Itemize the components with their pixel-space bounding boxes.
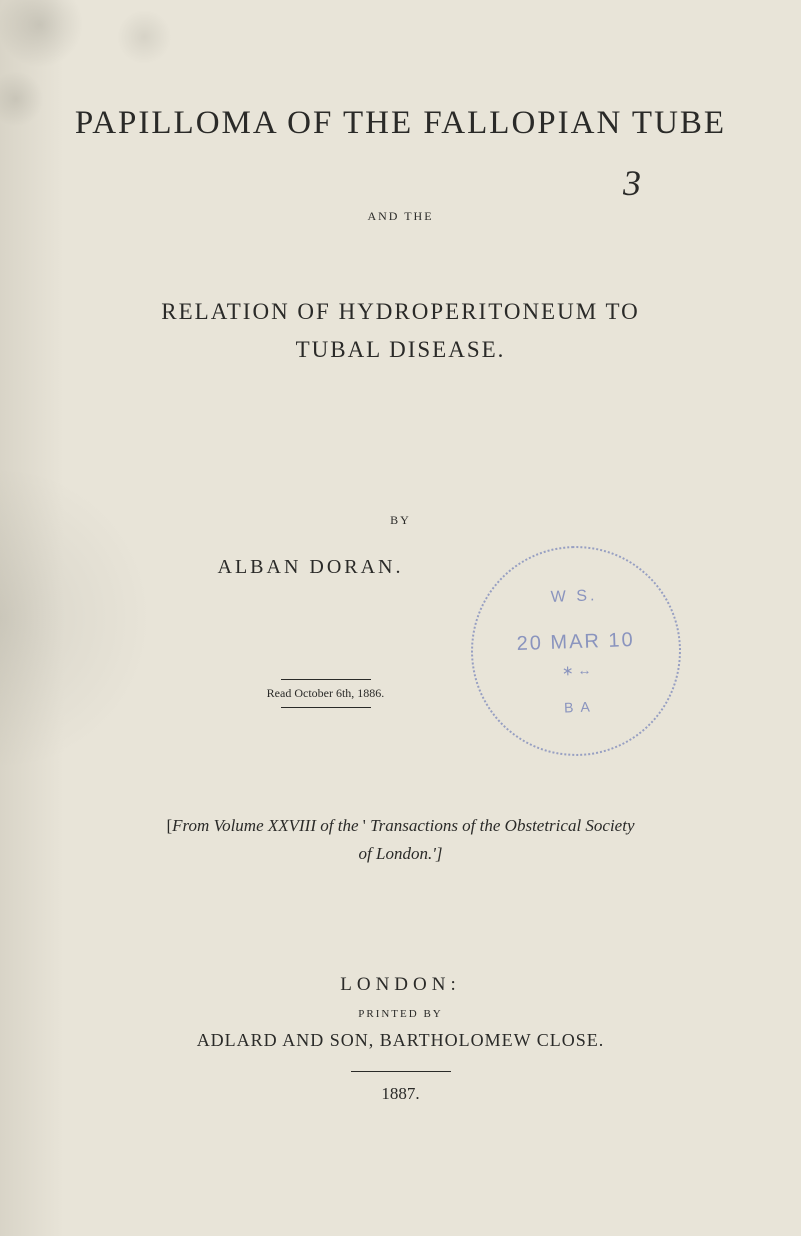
- citation-quote: ': [359, 816, 371, 835]
- london-label: LONDON:: [70, 974, 731, 996]
- stamp-arrow-icon: ∗ ↔: [562, 661, 592, 679]
- divider-line-top: [281, 679, 371, 680]
- and-the-label: AND THE: [70, 209, 731, 224]
- main-title: PAPILLOMA OF THE FALLOPIAN TUBE: [70, 105, 731, 142]
- citation-text2: Transactions of the Obstetrical Society: [370, 816, 634, 835]
- publication-year: 1887.: [70, 1084, 731, 1104]
- by-label: BY: [70, 513, 731, 528]
- handwritten-number: 3: [70, 162, 731, 204]
- citation-line1: [From Volume XXVIII of the ' Transaction…: [70, 816, 731, 836]
- printed-by-label: PRINTED BY: [70, 1008, 731, 1020]
- publisher-name: ADLARD AND SON, BARTHOLOMEW CLOSE.: [70, 1030, 731, 1051]
- year-divider-line: [351, 1071, 451, 1072]
- stamp-date: 20 MAR 10: [516, 628, 635, 655]
- citation-line2: of London.']: [70, 844, 731, 864]
- relation-title-line2: TUBAL DISEASE.: [70, 337, 731, 363]
- page-container: PAPILLOMA OF THE FALLOPIAN TUBE 3 AND TH…: [0, 0, 801, 1236]
- relation-title-line1: RELATION OF HYDROPERITONEUM TO: [70, 299, 731, 325]
- divider-line-bottom: [281, 707, 371, 708]
- author-section: ALBAN DORAN. Read October 6th, 1886. W S…: [70, 556, 731, 756]
- stamp-bottom-text: B A: [564, 698, 592, 715]
- citation-text1: From Volume XXVIII of the: [172, 816, 358, 835]
- read-date: Read October 6th, 1886.: [170, 686, 481, 701]
- stamp-top-text: W S.: [550, 587, 597, 607]
